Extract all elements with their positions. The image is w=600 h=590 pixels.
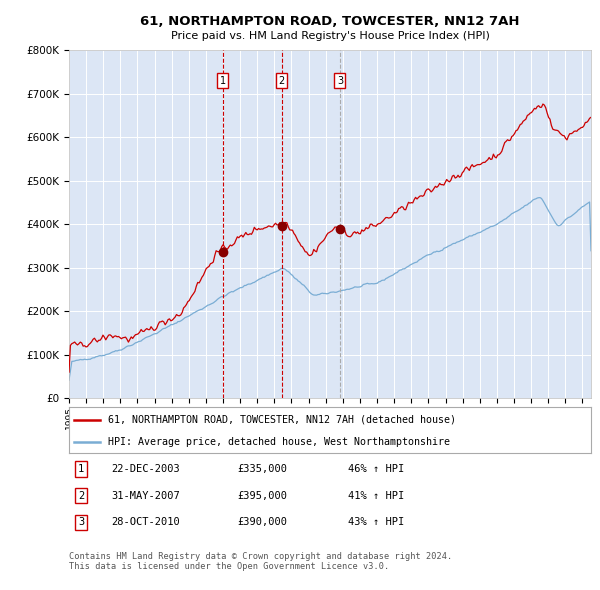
Text: 2: 2: [278, 76, 284, 86]
Text: 3: 3: [78, 517, 84, 527]
Text: 61, NORTHAMPTON ROAD, TOWCESTER, NN12 7AH: 61, NORTHAMPTON ROAD, TOWCESTER, NN12 7A…: [140, 15, 520, 28]
Text: Contains HM Land Registry data © Crown copyright and database right 2024.
This d: Contains HM Land Registry data © Crown c…: [69, 552, 452, 571]
Text: Price paid vs. HM Land Registry's House Price Index (HPI): Price paid vs. HM Land Registry's House …: [170, 31, 490, 41]
Text: 28-OCT-2010: 28-OCT-2010: [111, 517, 180, 527]
Text: 43% ↑ HPI: 43% ↑ HPI: [348, 517, 404, 527]
Text: £395,000: £395,000: [237, 491, 287, 500]
Text: £390,000: £390,000: [237, 517, 287, 527]
Text: £335,000: £335,000: [237, 464, 287, 474]
Text: 22-DEC-2003: 22-DEC-2003: [111, 464, 180, 474]
Text: 3: 3: [337, 76, 343, 86]
Text: 41% ↑ HPI: 41% ↑ HPI: [348, 491, 404, 500]
Text: HPI: Average price, detached house, West Northamptonshire: HPI: Average price, detached house, West…: [108, 437, 450, 447]
Text: 31-MAY-2007: 31-MAY-2007: [111, 491, 180, 500]
Text: 1: 1: [78, 464, 84, 474]
Text: 1: 1: [220, 76, 226, 86]
Text: 61, NORTHAMPTON ROAD, TOWCESTER, NN12 7AH (detached house): 61, NORTHAMPTON ROAD, TOWCESTER, NN12 7A…: [108, 415, 456, 425]
Text: 2: 2: [78, 491, 84, 500]
Text: 46% ↑ HPI: 46% ↑ HPI: [348, 464, 404, 474]
